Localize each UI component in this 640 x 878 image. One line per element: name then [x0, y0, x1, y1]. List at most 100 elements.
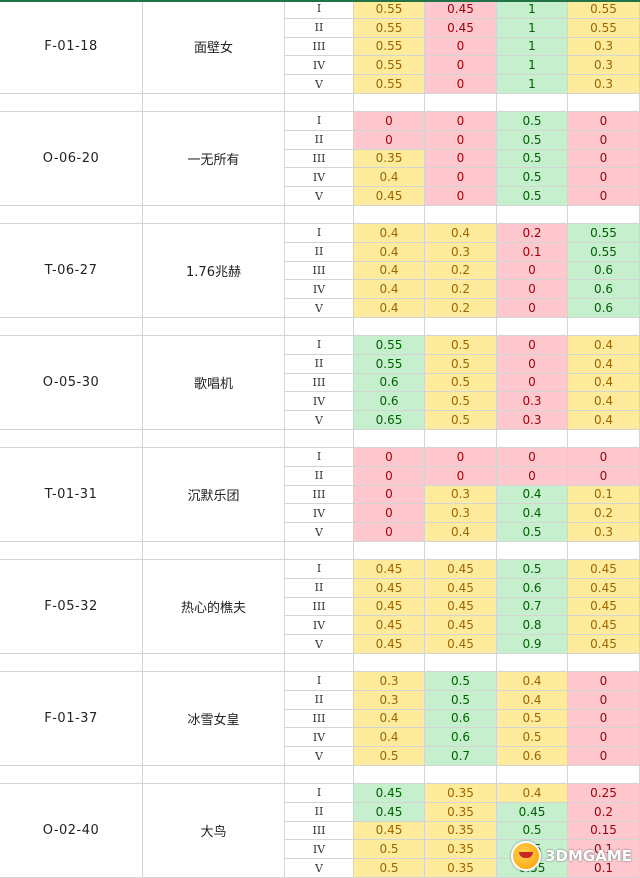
separator-cell[interactable]	[497, 206, 568, 224]
separator-cell[interactable]	[0, 766, 143, 784]
separator-cell[interactable]	[568, 318, 640, 336]
separator-cell[interactable]	[0, 542, 143, 560]
resistance-value-cell[interactable]: 0.6	[354, 392, 425, 412]
resistance-value-cell[interactable]: 0.55	[354, 354, 425, 374]
tier-label-cell[interactable]: V	[285, 75, 354, 94]
tier-label-cell[interactable]: V	[285, 523, 354, 542]
resistance-value-cell[interactable]: 0.35	[425, 802, 497, 822]
resistance-value-cell[interactable]: 0	[568, 130, 640, 150]
resistance-value-cell[interactable]: 0.45	[568, 597, 640, 617]
resistance-value-cell[interactable]: 0.55	[568, 0, 640, 19]
abnormality-name-cell[interactable]: 一无所有	[143, 112, 285, 206]
resistance-value-cell[interactable]: 0.6	[497, 578, 568, 598]
tier-label-cell[interactable]: V	[285, 859, 354, 878]
resistance-value-cell[interactable]: 0.5	[497, 149, 568, 169]
resistance-value-cell[interactable]: 0.5	[497, 728, 568, 748]
resistance-value-cell[interactable]: 0.4	[568, 392, 640, 412]
tier-label-cell[interactable]: I	[285, 672, 354, 691]
resistance-value-cell[interactable]: 0	[425, 168, 497, 188]
resistance-value-cell[interactable]: 0	[425, 149, 497, 169]
separator-cell[interactable]	[285, 318, 354, 336]
resistance-value-cell[interactable]: 0.5	[425, 354, 497, 374]
abnormality-name-cell[interactable]: 热心的樵夫	[143, 560, 285, 654]
resistance-value-cell[interactable]: 0.55	[568, 18, 640, 38]
resistance-value-cell[interactable]: 0.4	[354, 224, 425, 243]
resistance-value-cell[interactable]: 0	[425, 466, 497, 486]
resistance-value-cell[interactable]: 0.45	[354, 784, 425, 803]
tier-label-cell[interactable]: III	[285, 261, 354, 281]
resistance-value-cell[interactable]: 0.2	[497, 224, 568, 243]
resistance-value-cell[interactable]: 0	[568, 709, 640, 729]
resistance-value-cell[interactable]: 0.5	[497, 130, 568, 150]
tier-label-cell[interactable]: IV	[285, 280, 354, 300]
resistance-value-cell[interactable]: 0.55	[354, 75, 425, 94]
resistance-value-cell[interactable]: 0.45	[425, 18, 497, 38]
separator-cell[interactable]	[0, 430, 143, 448]
resistance-value-cell[interactable]: 0.35	[425, 784, 497, 803]
resistance-value-cell[interactable]: 0.3	[354, 690, 425, 710]
tier-label-cell[interactable]: I	[285, 448, 354, 467]
separator-cell[interactable]	[568, 430, 640, 448]
tier-label-cell[interactable]: II	[285, 466, 354, 486]
resistance-value-cell[interactable]: 0.45	[425, 560, 497, 579]
separator-cell[interactable]	[354, 766, 425, 784]
separator-cell[interactable]	[143, 430, 285, 448]
resistance-value-cell[interactable]: 0.8	[497, 616, 568, 636]
tier-label-cell[interactable]: I	[285, 560, 354, 579]
separator-cell[interactable]	[354, 206, 425, 224]
tier-label-cell[interactable]: IV	[285, 392, 354, 412]
resistance-value-cell[interactable]: 0.3	[425, 242, 497, 262]
resistance-value-cell[interactable]: 0.55	[354, 37, 425, 57]
resistance-value-cell[interactable]: 0.5	[425, 373, 497, 393]
abnormality-code-cell[interactable]: O-06-20	[0, 112, 143, 206]
resistance-value-cell[interactable]: 0.45	[354, 821, 425, 841]
resistance-value-cell[interactable]: 0.5	[497, 187, 568, 206]
resistance-value-cell[interactable]: 0.15	[568, 821, 640, 841]
resistance-value-cell[interactable]: 0.6	[568, 299, 640, 318]
resistance-value-cell[interactable]: 1	[497, 18, 568, 38]
resistance-value-cell[interactable]: 0.3	[425, 504, 497, 524]
resistance-value-cell[interactable]: 0.5	[425, 411, 497, 430]
resistance-value-cell[interactable]: 0	[568, 149, 640, 169]
resistance-value-cell[interactable]: 0.45	[425, 578, 497, 598]
abnormality-code-cell[interactable]: O-02-40	[0, 784, 143, 878]
resistance-value-cell[interactable]: 0.5	[425, 336, 497, 355]
separator-cell[interactable]	[568, 94, 640, 112]
resistance-value-cell[interactable]: 0.4	[425, 224, 497, 243]
tier-label-cell[interactable]: III	[285, 373, 354, 393]
resistance-value-cell[interactable]: 0.3	[568, 37, 640, 57]
resistance-value-cell[interactable]: 0.1	[568, 840, 640, 860]
abnormality-name-cell[interactable]: 大鸟	[143, 784, 285, 878]
resistance-value-cell[interactable]: 0	[354, 485, 425, 505]
resistance-value-cell[interactable]: 1	[497, 37, 568, 57]
tier-label-cell[interactable]: I	[285, 0, 354, 19]
separator-cell[interactable]	[143, 654, 285, 672]
tier-label-cell[interactable]: III	[285, 37, 354, 57]
resistance-value-cell[interactable]: 0.3	[568, 75, 640, 94]
resistance-value-cell[interactable]: 0.6	[568, 280, 640, 300]
resistance-value-cell[interactable]: 0	[497, 261, 568, 281]
abnormality-name-cell[interactable]: 冰雪女皇	[143, 672, 285, 766]
separator-cell[interactable]	[354, 430, 425, 448]
resistance-value-cell[interactable]: 0	[497, 336, 568, 355]
resistance-value-cell[interactable]: 0.4	[354, 261, 425, 281]
tier-label-cell[interactable]: I	[285, 112, 354, 131]
abnormality-name-cell[interactable]: 面壁女	[143, 0, 285, 94]
tier-label-cell[interactable]: I	[285, 336, 354, 355]
resistance-value-cell[interactable]: 0.4	[568, 411, 640, 430]
separator-cell[interactable]	[425, 94, 497, 112]
resistance-value-cell[interactable]: 0	[354, 112, 425, 131]
resistance-value-cell[interactable]: 0	[425, 56, 497, 76]
resistance-value-cell[interactable]: 0	[497, 373, 568, 393]
resistance-value-cell[interactable]: 0.4	[568, 336, 640, 355]
abnormality-code-cell[interactable]: T-01-31	[0, 448, 143, 542]
separator-cell[interactable]	[285, 94, 354, 112]
separator-cell[interactable]	[497, 766, 568, 784]
tier-label-cell[interactable]: IV	[285, 168, 354, 188]
separator-cell[interactable]	[285, 542, 354, 560]
resistance-value-cell[interactable]: 0.55	[354, 0, 425, 19]
resistance-value-cell[interactable]: 0.4	[354, 709, 425, 729]
separator-cell[interactable]	[143, 318, 285, 336]
separator-cell[interactable]	[425, 430, 497, 448]
separator-cell[interactable]	[354, 94, 425, 112]
